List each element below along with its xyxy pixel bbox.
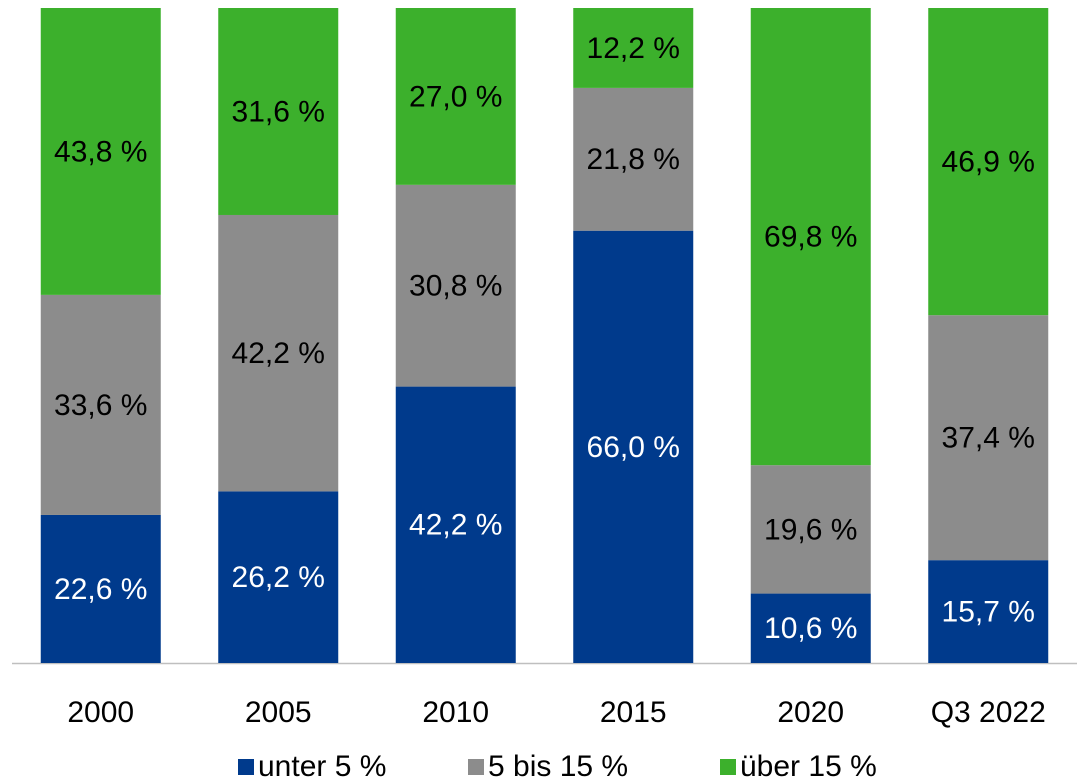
data-label: 33,6 % — [54, 389, 147, 422]
data-label: 69,8 % — [764, 221, 857, 254]
legend-swatch — [468, 759, 484, 775]
bar-segment — [573, 230, 694, 663]
x-tick-label: Q3 2022 — [931, 696, 1046, 729]
bar-segment — [750, 8, 871, 466]
data-label: 22,6 % — [54, 573, 147, 606]
bar-segment — [573, 87, 694, 231]
bar-segment — [928, 315, 1049, 561]
bar-segment — [218, 491, 339, 663]
bar-segment — [218, 214, 339, 492]
bar-segment — [40, 8, 161, 295]
data-label: 42,2 % — [409, 509, 502, 542]
bar-segment — [750, 465, 871, 594]
legend-label: 5 bis 15 % — [488, 750, 628, 783]
data-label: 21,8 % — [587, 143, 680, 176]
bar-segment — [395, 184, 516, 387]
bar-segment — [40, 294, 161, 515]
data-label: 37,4 % — [942, 422, 1035, 455]
x-tick-label: 2015 — [600, 696, 667, 729]
data-label: 12,2 % — [587, 32, 680, 65]
data-label: 26,2 % — [232, 561, 325, 594]
legend-swatch — [720, 759, 736, 775]
data-label: 46,9 % — [942, 146, 1035, 179]
legend-label: unter 5 % — [258, 750, 386, 783]
x-tick-label: 2020 — [777, 696, 844, 729]
data-label: 31,6 % — [232, 95, 325, 128]
bar-segment — [218, 8, 339, 215]
data-label: 66,0 % — [587, 431, 680, 464]
x-tick-label: 2005 — [245, 696, 312, 729]
data-label: 43,8 % — [54, 135, 147, 168]
x-tick-label: 2000 — [67, 696, 134, 729]
data-label: 10,6 % — [764, 612, 857, 645]
data-label: 27,0 % — [409, 80, 502, 113]
bar-segment — [750, 593, 871, 663]
data-label: 15,7 % — [942, 596, 1035, 629]
bar-segment — [928, 8, 1049, 316]
bar-segment — [395, 386, 516, 663]
data-label: 19,6 % — [764, 513, 857, 546]
legend-swatch — [238, 759, 254, 775]
bar-segment — [928, 560, 1049, 663]
bar-segment — [395, 8, 516, 185]
legend-label: über 15 % — [740, 750, 877, 783]
bar-segment — [573, 8, 694, 88]
x-tick-label: 2010 — [422, 696, 489, 729]
bar-segment — [40, 514, 161, 663]
data-label: 30,8 % — [409, 270, 502, 303]
data-label: 42,2 % — [232, 337, 325, 370]
